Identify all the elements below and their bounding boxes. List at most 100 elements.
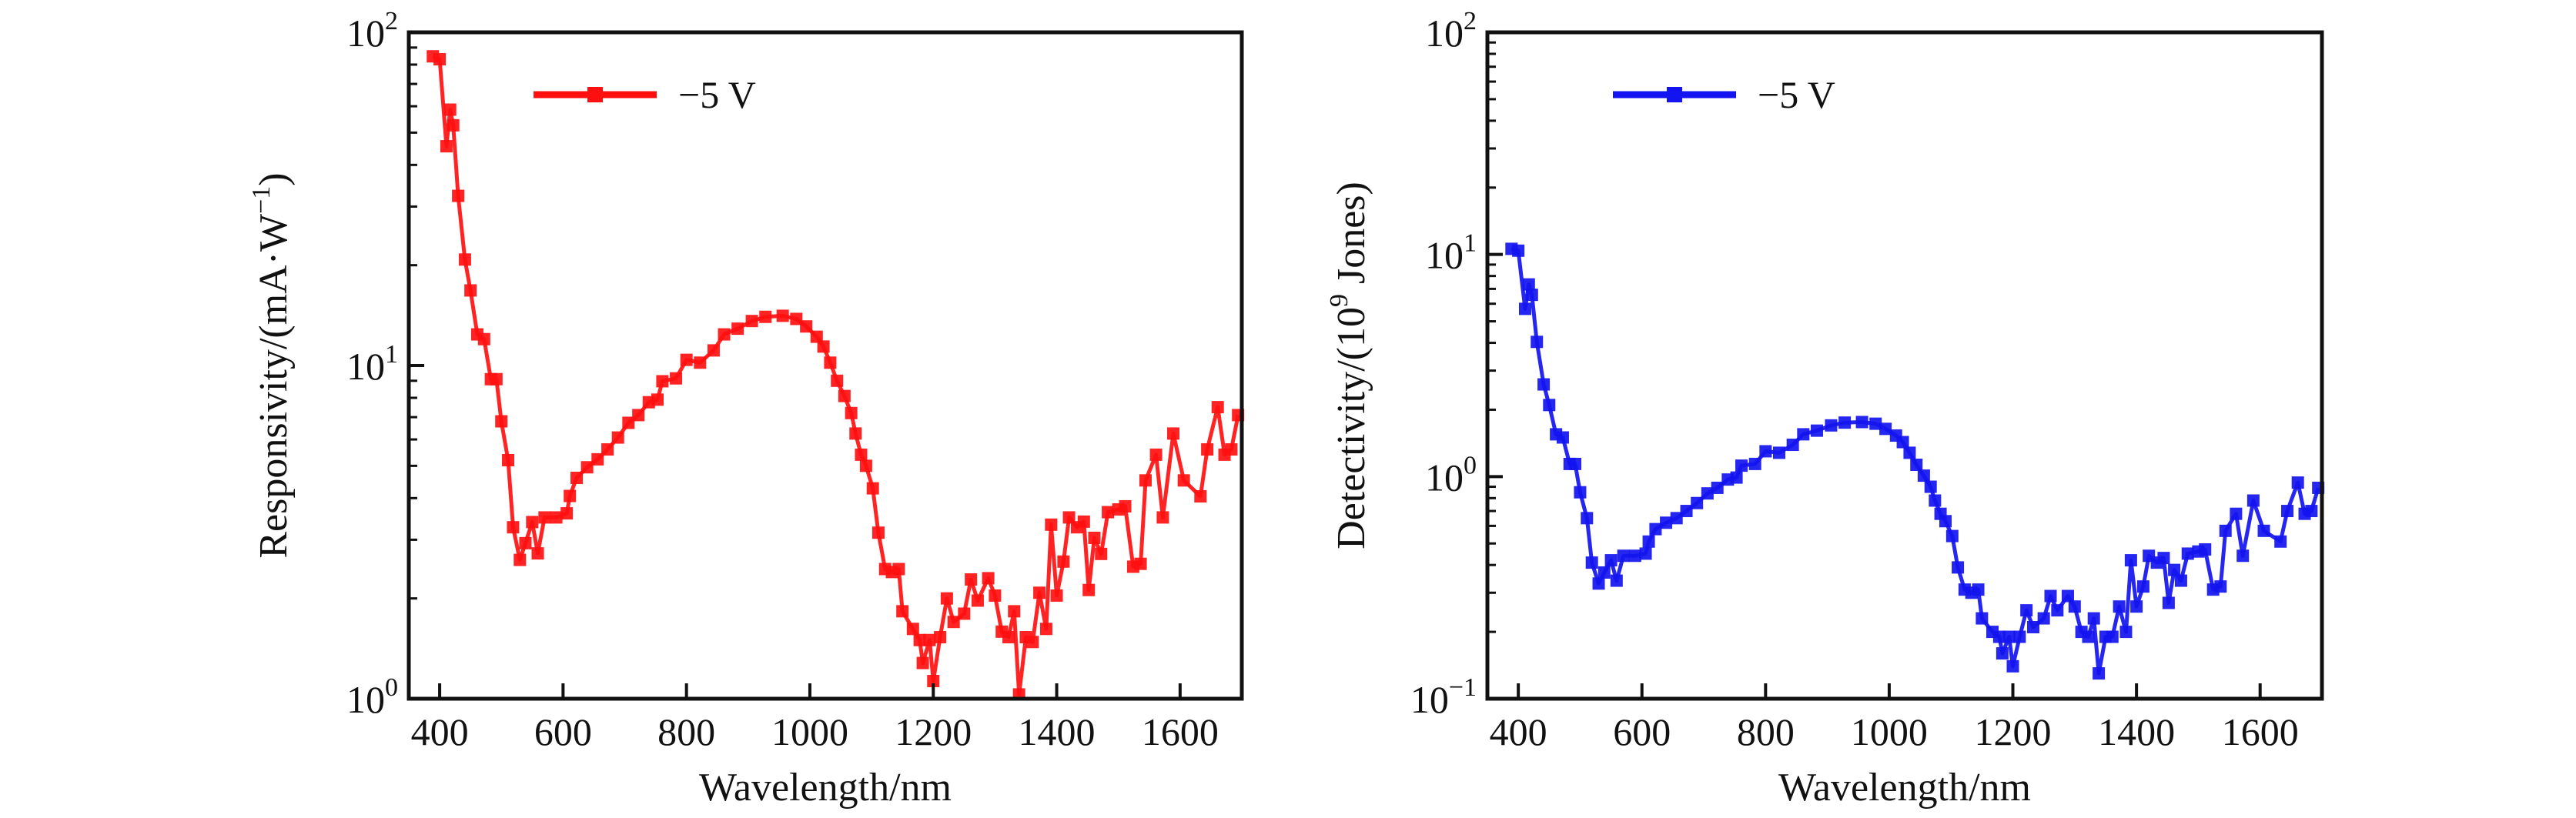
data-point [1077, 515, 1090, 528]
x-tick-label: 1600 [1142, 710, 1219, 753]
data-point [2246, 494, 2260, 507]
x-tick-label: 1400 [1019, 710, 1096, 753]
data-point [982, 572, 995, 585]
x-axis-label: Wavelength/nm [699, 766, 952, 810]
y-tick-label: 101 [1425, 229, 1477, 277]
data-point [1730, 471, 1743, 484]
data-point [2219, 524, 2232, 537]
data-point [1581, 512, 1594, 525]
data-point [1810, 424, 1823, 437]
legend-marker [1667, 87, 1682, 102]
data-point [2037, 612, 2050, 625]
data-point [1896, 436, 1909, 449]
data-point [927, 675, 940, 688]
data-point [1972, 583, 1985, 596]
data-point [2214, 580, 2227, 593]
y-axis-label-sup: 9 [1325, 294, 1353, 307]
data-point [759, 310, 772, 323]
data-point [1139, 474, 1152, 487]
data-point [1924, 480, 1937, 493]
data-point [440, 140, 453, 153]
data-point [2006, 659, 2019, 673]
data-point [2068, 600, 2081, 613]
data-point [2230, 507, 2243, 520]
data-point [1649, 523, 1662, 536]
data-point [1929, 494, 1942, 507]
data-point [526, 516, 539, 529]
y-axis-label-main: Detectivity/(10 [1330, 307, 1373, 549]
y-tick-exponent: −1 [1449, 673, 1477, 702]
data-point [2082, 630, 2095, 643]
data-point [1680, 505, 1693, 518]
data-point [1149, 448, 1163, 461]
data-point [1879, 422, 1892, 436]
data-point [817, 340, 830, 353]
data-point [1088, 531, 1101, 544]
data-point [1917, 469, 1930, 482]
data-point [859, 459, 872, 472]
data-point [1701, 487, 1714, 500]
data-point [1838, 416, 1852, 429]
data-point [1772, 446, 1785, 459]
data-point [2174, 574, 2187, 587]
data-point [538, 511, 551, 524]
data-point [971, 594, 984, 607]
data-point [601, 443, 614, 456]
data-point [849, 427, 862, 440]
data-point [1050, 589, 1063, 602]
y-axis-label-sup: −1 [247, 186, 276, 214]
data-point [1543, 399, 1556, 412]
data-point [892, 563, 905, 576]
data-point [1574, 486, 1587, 499]
x-tick-label: 1200 [895, 710, 972, 753]
x-tick-label: 1200 [1975, 710, 2052, 753]
data-point [447, 119, 460, 132]
y-tick-label: 10−1 [1410, 673, 1477, 721]
y-tick-exponent: 0 [1464, 451, 1477, 479]
y-tick-exponent: 0 [385, 673, 398, 702]
data-point [2020, 604, 2033, 617]
data-point [1057, 555, 1070, 568]
data-point [923, 633, 936, 646]
data-point [2113, 600, 2126, 613]
data-point [906, 623, 919, 636]
data-point [611, 431, 624, 444]
data-point [1735, 459, 1748, 472]
data-point [1585, 556, 1598, 569]
data-point [2106, 630, 2119, 643]
data-point [947, 616, 960, 629]
plot-frame [1485, 30, 2324, 701]
data-point [845, 406, 858, 419]
data-point [934, 631, 947, 644]
data-point [916, 656, 929, 669]
data-point [707, 344, 720, 357]
y-tick-base: 10 [1410, 678, 1449, 721]
y-tick-label: 102 [1425, 7, 1477, 55]
data-point [490, 372, 503, 386]
data-point [564, 489, 577, 502]
data-point [1952, 561, 1965, 574]
y-tick-label: 102 [346, 7, 398, 55]
data-point [745, 315, 758, 328]
data-point [1945, 529, 1959, 543]
data-point [1660, 516, 1673, 529]
y-tick-base: 10 [1425, 456, 1464, 499]
data-point [2257, 524, 2270, 537]
y-tick-exponent: 2 [385, 7, 398, 35]
data-point [940, 592, 953, 605]
data-point [965, 573, 978, 586]
data-point [1617, 549, 1630, 563]
data-point [2093, 667, 2106, 680]
data-point [1903, 446, 1916, 459]
data-point [1592, 577, 1605, 590]
data-point [2130, 600, 2143, 613]
data-point [502, 453, 515, 466]
data-point [1119, 499, 1132, 513]
data-point [2236, 549, 2250, 563]
data-point [1556, 431, 1569, 444]
data-point [1691, 496, 1704, 509]
data-point [1869, 417, 1882, 430]
data-point [871, 526, 885, 539]
data-point [2002, 630, 2016, 643]
